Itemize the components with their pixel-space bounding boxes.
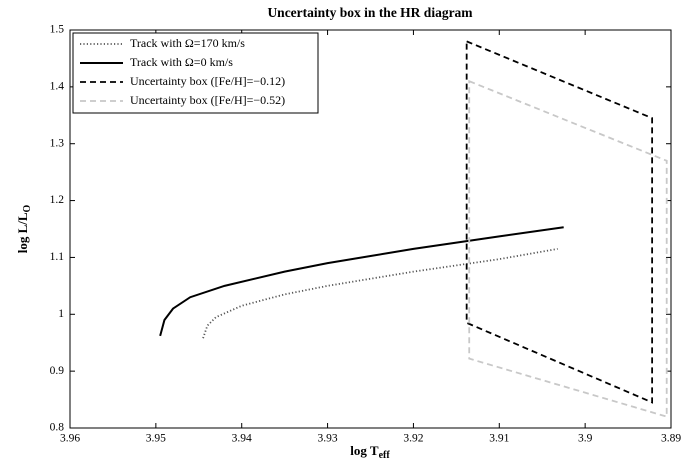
x-tick-label: 3.93 (318, 433, 338, 445)
y-axis-label: log L/LO (15, 204, 33, 253)
y-tick-label: 0.9 (50, 365, 65, 377)
x-tick-label: 3.95 (146, 433, 166, 445)
x-axis-label-sub: eff (379, 450, 391, 461)
y-tick-label: 1.3 (50, 137, 65, 149)
legend-label: Uncertainty box ([Fe/H]=−0.12) (130, 74, 285, 88)
y-tick-label: 1 (58, 308, 64, 320)
y-axis-label-main: log L/L (15, 212, 30, 253)
x-tick-label: 3.96 (60, 433, 80, 445)
series-line (159, 226, 564, 337)
chart-title: Uncertainty box in the HR diagram (267, 5, 473, 20)
x-tick-label: 3.9 (578, 433, 593, 445)
plot-frame (69, 29, 672, 429)
series-line (202, 248, 558, 339)
legend-label: Track with Ω=170 km/s (130, 36, 245, 50)
x-tick-label: 3.91 (489, 433, 509, 445)
x-axis-label-main: log T (350, 443, 379, 458)
legend-label: Uncertainty box ([Fe/H]=−0.52) (130, 93, 285, 107)
y-tick-label: 1.2 (50, 194, 65, 206)
y-tick-label: 1.1 (50, 251, 65, 263)
legend-box (72, 32, 319, 114)
legend-label: Track with Ω=0 km/s (130, 55, 233, 69)
x-axis-label: log Teff (350, 443, 390, 461)
series-line (468, 79, 668, 418)
series-line (465, 40, 654, 404)
y-tick-label: 0.8 (50, 422, 65, 434)
y-tick-label: 1.5 (50, 24, 65, 36)
x-tick-label: 3.92 (403, 433, 423, 445)
x-tick-label: 3.89 (661, 433, 681, 445)
y-axis-label-sub: O (22, 204, 33, 212)
y-tick-label: 1.4 (50, 80, 65, 92)
x-tick-label: 3.94 (232, 433, 252, 445)
